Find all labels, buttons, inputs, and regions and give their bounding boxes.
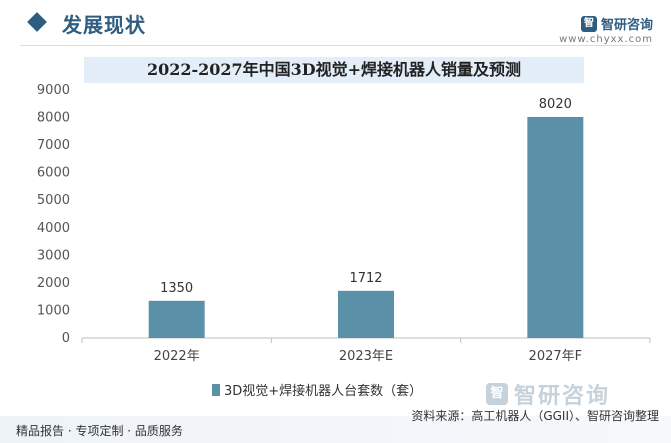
watermark-text: 智研咨询 xyxy=(514,384,611,409)
bar xyxy=(148,300,205,338)
y-tick-label: 6000 xyxy=(37,166,70,181)
x-tick-label: 2022年 xyxy=(154,349,200,364)
footer-band xyxy=(0,416,671,443)
brand-row: 智 智研咨询 xyxy=(559,14,653,33)
data-label: 8020 xyxy=(539,97,572,112)
watermark-logo: 智 智研咨询 xyxy=(486,378,610,410)
brand-name: 智研咨询 xyxy=(600,18,653,33)
data-label: 1712 xyxy=(349,271,382,286)
x-tick-label: 2027年F xyxy=(529,349,583,364)
chart-title-band xyxy=(84,57,584,83)
y-tick-label: 4000 xyxy=(37,221,70,236)
y-tick-label: 1000 xyxy=(37,303,70,318)
legend-swatch xyxy=(212,383,220,396)
bar xyxy=(527,117,584,338)
legend: 3D视觉+焊接机器人台套数（套） xyxy=(212,380,422,399)
y-tick-label: 3000 xyxy=(37,248,70,263)
y-tick-label: 7000 xyxy=(37,138,70,153)
footer-tagline: 精品报告 · 专项定制 · 品质服务 xyxy=(16,424,183,438)
y-tick-label: 8000 xyxy=(37,111,70,126)
watermark-logo-icon: 智 xyxy=(486,383,508,405)
y-tick-label: 2000 xyxy=(37,276,70,291)
data-label: 1350 xyxy=(160,281,193,296)
y-tick-label: 5000 xyxy=(37,193,70,208)
y-tick-label: 9000 xyxy=(37,83,70,98)
header: 发展现状 智 智研咨询 www.chyxx.com xyxy=(0,0,671,52)
header-divider xyxy=(20,45,650,46)
y-tick-label: 0 xyxy=(62,331,70,346)
brand-url: www.chyxx.com xyxy=(559,34,653,45)
bar xyxy=(338,290,394,338)
x-tick-label: 2023年E xyxy=(339,349,393,364)
section-title: 发展现状 xyxy=(62,13,146,37)
brand: 智 智研咨询 www.chyxx.com xyxy=(559,14,653,45)
chart-title: 2022-2027年中国3D视觉+焊接机器人销量及预测 xyxy=(146,60,522,79)
footer-source: 资料来源：高工机器人（GGII）、智研咨询整理 xyxy=(411,409,659,423)
brand-logo-icon: 智 xyxy=(580,15,597,32)
legend-label: 3D视觉+焊接机器人台套数（套） xyxy=(224,384,423,399)
